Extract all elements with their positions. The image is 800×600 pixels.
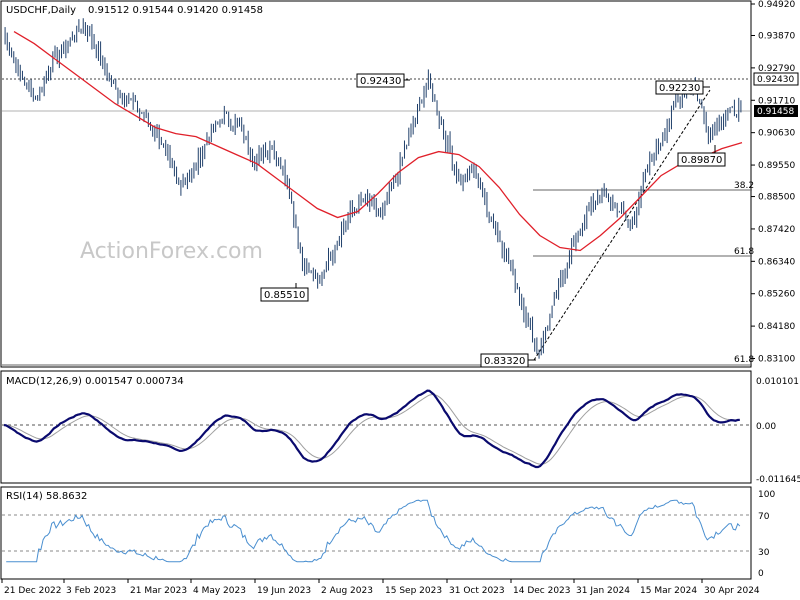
rsi-header: RSI(14) 58.8632 xyxy=(6,491,87,502)
watermark: ActionForex.com xyxy=(80,239,263,264)
price-candles xyxy=(4,18,742,359)
rsi-tick-30: 30 xyxy=(758,548,770,558)
price-y-tick-label: 0.86340 xyxy=(758,257,795,267)
x-tick-label: 4 May 2023 xyxy=(193,586,246,596)
current-price-tag: 0.91458 xyxy=(754,105,798,117)
macd-tick-zero: 0.00 xyxy=(756,422,776,432)
svg-text:0.92230: 0.92230 xyxy=(659,83,700,94)
x-tick-label: 2 Aug 2023 xyxy=(321,586,373,596)
rsi-tick-100: 100 xyxy=(758,490,775,500)
fib-label-382: 38.2 xyxy=(734,181,754,191)
price-y-tick-label: 0.91710 xyxy=(758,96,795,106)
svg-text:0.89870: 0.89870 xyxy=(681,155,722,166)
price-y-tick-label: 0.93870 xyxy=(758,31,795,41)
x-tick-label: 3 Feb 2023 xyxy=(66,586,116,596)
moving-average-line xyxy=(13,31,743,252)
price-y-tick-label: 0.83100 xyxy=(758,355,795,365)
macd-tick-top: 0.010101 xyxy=(756,377,799,387)
fib-label-618b: 61.8 xyxy=(734,355,754,365)
price-y-tick-label: 0.92790 xyxy=(758,64,795,74)
price-y-tick-label: 0.88500 xyxy=(758,193,795,203)
x-tick-label: 21 Dec 2022 xyxy=(4,586,62,596)
x-tick-label: 15 Sep 2023 xyxy=(385,586,442,596)
rsi-line xyxy=(6,499,741,563)
x-tick-label: 15 Mar 2024 xyxy=(640,586,697,596)
rsi-panel-frame xyxy=(0,486,752,580)
macd-header: MACD(12,26,9) 0.001547 0.000734 xyxy=(6,376,184,387)
trendline-dashed xyxy=(533,89,711,361)
macd-panel-frame xyxy=(0,370,752,484)
rsi-tick-70: 70 xyxy=(758,512,770,522)
x-tick-label: 30 Apr 2024 xyxy=(704,586,760,596)
callout-0.85510: 0.85510 xyxy=(260,283,309,302)
x-tick-label: 19 Jun 2023 xyxy=(257,586,311,596)
price-header-symbol: USDCHF,Daily xyxy=(6,5,76,16)
macd-main-line xyxy=(3,389,740,469)
svg-text:0.83320: 0.83320 xyxy=(484,356,525,367)
price-y-tick-label: 0.90630 xyxy=(758,129,795,139)
callout-0.92230: 0.92230 xyxy=(655,80,710,95)
callout-0.83320: 0.83320 xyxy=(480,353,536,368)
x-tick-label: 14 Dec 2023 xyxy=(513,586,571,596)
macd-tick-bottom: -0.011645 xyxy=(756,475,800,485)
x-axis: 21 Dec 2022 3 Feb 2023 21 Mar 2023 4 May 20… xyxy=(1,579,760,596)
price-y-tick-label: 0.85260 xyxy=(758,290,795,300)
svg-text:0.85510: 0.85510 xyxy=(264,290,305,301)
price-y-tick-label: 0.89550 xyxy=(758,161,795,171)
rsi-tick-0: 0 xyxy=(758,569,764,579)
x-tick-label: 31 Oct 2023 xyxy=(449,586,505,596)
svg-text:0.92430: 0.92430 xyxy=(360,76,401,87)
callout-0.92430: 0.92430 xyxy=(356,73,410,88)
price-y-tick-label: 0.94920 xyxy=(758,0,795,10)
price-panel-frame xyxy=(0,0,752,368)
svg-text:0.92430: 0.92430 xyxy=(757,75,794,85)
price-y-tick-label: 0.87420 xyxy=(758,225,795,235)
callout-0.89870: 0.89870 xyxy=(677,145,726,167)
price-y-axis: 0.94920 0.93870 0.92790 0.91710 0.90630 0.895… xyxy=(751,0,795,365)
svg-text:0.91458: 0.91458 xyxy=(757,107,794,117)
x-tick-label: 31 Jan 2024 xyxy=(576,586,630,596)
high-line-tag: 0.92430 xyxy=(753,72,799,86)
price-header-ohlc: 0.91512 0.91544 0.91420 0.91458 xyxy=(88,5,263,16)
fib-label-618: 61.8 xyxy=(734,247,754,257)
macd-signal-line xyxy=(3,394,740,465)
price-y-tick-label: 0.84180 xyxy=(758,322,795,332)
x-tick-label: 21 Mar 2023 xyxy=(130,586,187,596)
